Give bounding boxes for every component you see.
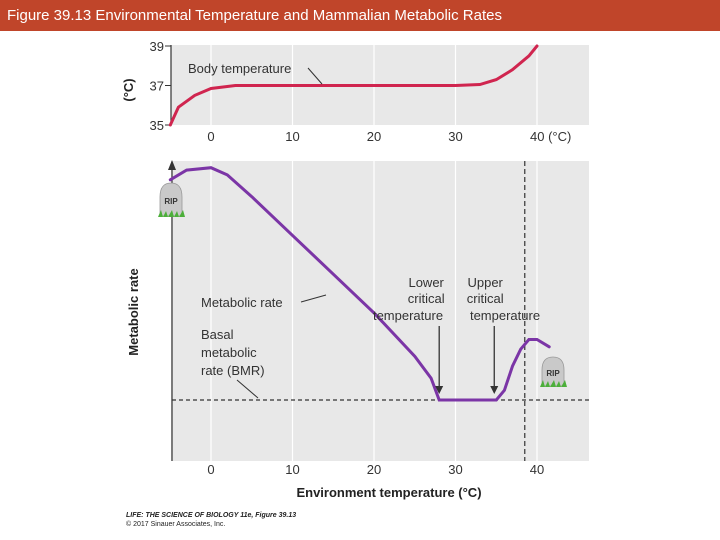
top-y-tick-label: 35 [150, 118, 164, 133]
tombstone-text: RIP [164, 197, 178, 206]
credit-line-2: © 2017 Sinauer Associates, Inc. [126, 521, 226, 528]
metabolic-rate-label: Metabolic rate [201, 295, 283, 310]
body-temperature-leader [307, 67, 323, 85]
bmr-label: Basal metabolic rate (BMR) [201, 327, 265, 378]
bottom-x-tick-label: 0 [207, 462, 214, 477]
bmr-leader [236, 379, 259, 399]
body-temperature-label: Body temperature [188, 61, 291, 76]
lower-critical-label: Lower critical temperature [373, 275, 448, 323]
upper-critical-label: Upper critical temperature [467, 275, 540, 323]
top-x-tick-label: 10 [285, 129, 299, 144]
bottom-x-tick-label: 30 [448, 462, 462, 477]
tombstone-icon: RIP [158, 182, 185, 217]
top-y-axis-label: (°C) [121, 78, 136, 101]
top-x-ticks: 0 10 20 30 40 (°C) [207, 129, 571, 144]
tombstone-text: RIP [546, 369, 560, 378]
bottom-y-axis-label: Metabolic rate [126, 268, 141, 355]
top-y-tick-label: 37 [150, 79, 164, 94]
top-y-ticks: 39 37 35 [150, 39, 171, 133]
metabolic-rate-leader [300, 294, 327, 303]
body-temperature-line [168, 44, 539, 127]
bottom-y-axis-arrow [168, 160, 176, 170]
figure-title: Figure 39.13 Environmental Temperature a… [7, 7, 502, 24]
top-x-tick-label: 40 (°C) [530, 129, 571, 144]
title-bar: Figure 39.13 Environmental Temperature a… [0, 0, 720, 31]
metabolic-rate-line [168, 166, 551, 402]
tombstone-icon: RIP [540, 356, 567, 387]
top-x-tick-label: 0 [207, 129, 214, 144]
bottom-chart-background [171, 161, 589, 461]
lower-critical-arrowhead [435, 386, 444, 394]
upper-critical-arrowhead [490, 386, 499, 394]
top-x-tick-label: 20 [367, 129, 381, 144]
bottom-x-tick-label: 10 [285, 462, 299, 477]
bottom-x-axis-label: Environment temperature (°C) [296, 485, 481, 500]
top-x-tick-label: 30 [448, 129, 462, 144]
top-y-tick-label: 39 [150, 39, 164, 54]
credit-line-1: LIFE: THE SCIENCE OF BIOLOGY 11e, Figure… [126, 512, 297, 519]
bottom-x-tick-label: 20 [367, 462, 381, 477]
bottom-x-tick-label: 40 [530, 462, 544, 477]
bottom-x-ticks: 0 10 20 30 40 [207, 462, 544, 477]
